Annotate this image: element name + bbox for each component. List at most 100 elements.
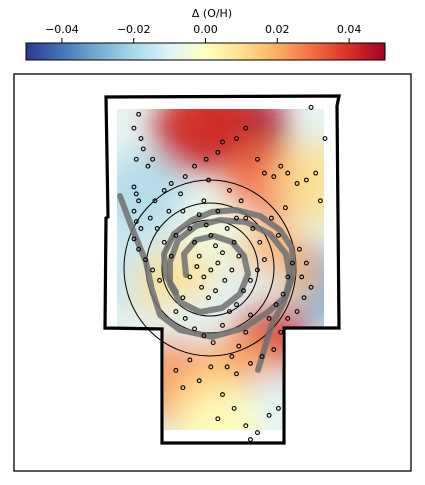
data-point (248, 277, 253, 283)
data-point (234, 371, 239, 377)
data-point (145, 163, 151, 169)
spiral-arm-1 (117, 193, 297, 340)
data-point (255, 267, 260, 273)
data-point (213, 243, 218, 249)
data-point (271, 347, 277, 353)
data-point (208, 232, 214, 238)
data-point (224, 226, 230, 231)
data-point (196, 212, 202, 218)
data-point (196, 253, 202, 259)
data-point (187, 274, 193, 280)
data-point (248, 437, 253, 442)
data-point (317, 198, 323, 204)
data-point (248, 360, 253, 366)
data-point (131, 208, 137, 214)
data-point (182, 315, 188, 321)
data-point (271, 174, 277, 180)
data-point (243, 125, 249, 131)
data-point (199, 284, 204, 290)
data-point (215, 260, 221, 266)
colorbar-tick-label: 0.02 (265, 23, 290, 36)
data-point (173, 367, 179, 373)
data-point (259, 354, 265, 359)
data-point (194, 264, 200, 269)
data-point (143, 257, 149, 263)
data-point (308, 104, 314, 110)
data-point (248, 312, 253, 318)
data-point (243, 215, 249, 221)
data-point (150, 267, 156, 273)
data-point (154, 226, 160, 231)
data-point (133, 219, 139, 225)
data-point (322, 136, 328, 141)
data-point (203, 156, 209, 162)
data-point (136, 246, 142, 252)
data-point (273, 302, 279, 308)
data-point (206, 295, 211, 301)
data-point (227, 187, 232, 193)
data-point (255, 156, 260, 162)
colorbar-tick-label: 0.00 (193, 23, 218, 36)
colorbar-tick-label: −0.04 (45, 23, 79, 36)
data-point (201, 274, 207, 280)
data-point (192, 163, 197, 169)
data-point (150, 156, 156, 162)
heatmap-field (117, 109, 324, 430)
data-point (208, 267, 214, 273)
data-point (236, 253, 242, 259)
data-point (210, 340, 216, 346)
data-point (166, 208, 172, 214)
colorbar-tick-label: −0.02 (117, 23, 151, 36)
data-point (243, 329, 249, 335)
data-point (243, 423, 249, 429)
data-point (278, 163, 284, 169)
data-point (136, 111, 142, 117)
footprint-outline (103, 94, 341, 445)
data-point (187, 357, 193, 363)
data-point (250, 226, 256, 231)
data-point (268, 215, 274, 221)
data-point (313, 170, 319, 176)
data-point (182, 174, 188, 180)
data-point (266, 315, 272, 321)
data-point (285, 315, 291, 321)
data-point (241, 288, 246, 294)
data-point (257, 239, 263, 245)
data-point (192, 239, 197, 245)
data-point (208, 364, 214, 370)
data-point (234, 215, 239, 221)
data-point (161, 239, 167, 245)
data-point (168, 253, 174, 259)
data-point (222, 277, 228, 283)
data-point (196, 378, 202, 384)
data-point (180, 208, 186, 214)
data-point (234, 302, 239, 308)
data-point (136, 198, 142, 204)
data-point (203, 222, 209, 228)
data-point (131, 236, 137, 242)
field-blob (273, 141, 324, 226)
data-point (215, 416, 221, 422)
spiral-arm-2 (167, 217, 293, 373)
data-point (224, 364, 230, 370)
data-point (278, 329, 284, 335)
colorbar-tick-label: 0.04 (337, 23, 362, 36)
data-point (261, 257, 267, 263)
data-point (168, 181, 174, 186)
colorbar-ticks: −0.04 −0.02 0.00 0.02 0.04 (45, 23, 361, 43)
plot-frame (13, 73, 412, 472)
data-point (255, 430, 260, 436)
data-point (282, 205, 288, 211)
data-point (299, 274, 305, 280)
data-point (147, 215, 153, 221)
data-point (157, 277, 163, 283)
data-point (231, 405, 237, 411)
data-point (220, 139, 225, 145)
data-point (133, 156, 139, 162)
data-point (227, 309, 232, 314)
data-point (231, 239, 237, 245)
data-point (229, 354, 235, 359)
data-point (215, 149, 221, 155)
field-blob (117, 151, 183, 236)
